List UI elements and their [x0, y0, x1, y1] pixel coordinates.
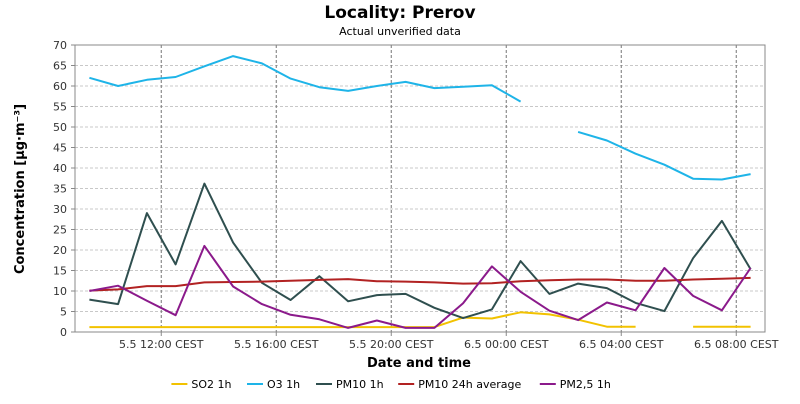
x-axis-label: Date and time — [367, 356, 471, 371]
series-line-so2-1h — [89, 311, 636, 329]
x-tick-label: 6.5 00:00 CEST — [464, 338, 549, 351]
legend: SO2 1h O3 1h PM10 1h PM10 24h average PM2,5 … — [171, 378, 611, 391]
y-tick-label: 20 — [53, 244, 67, 257]
series-line-o3-1h — [89, 55, 522, 103]
chart-title: Locality: Prerov — [324, 3, 475, 23]
series-line-o3-1h — [577, 130, 751, 181]
x-tick-label: 6.5 08:00 CEST — [694, 338, 779, 351]
x-tick-label: 6.5 04:00 CEST — [579, 338, 664, 351]
legend-label-so2-1h: SO2 1h — [191, 378, 231, 391]
series-pm2-5-1h — [89, 244, 752, 329]
y-tick-label: 70 — [53, 39, 67, 52]
legend-label-pm2-5-1h: PM2,5 1h — [560, 378, 611, 391]
plot-border — [74, 44, 766, 333]
series-o3-1h — [89, 55, 751, 181]
y-tick-label: 40 — [53, 162, 67, 175]
x-tick-label: 5.5 16:00 CEST — [234, 338, 319, 351]
x-tick-label: 5.5 20:00 CEST — [349, 338, 434, 351]
legend-label-pm10-24h-average: PM10 24h average — [418, 378, 521, 391]
x-tick-label: 5.5 12:00 CEST — [119, 338, 204, 351]
series-line-pm10-24h-average — [89, 276, 751, 292]
y-tick-label: 55 — [53, 101, 67, 114]
chart-subtitle: Actual unverified data — [339, 25, 461, 38]
series-line-pm2-5-1h — [89, 244, 752, 329]
plot-area: 0 5 10 15 20 25 30 35 40 45 50 55 60 65 70 5.5 12:00 CE… — [53, 39, 779, 351]
y-tick-label: 35 — [53, 183, 67, 196]
y-tick-label: 15 — [53, 265, 67, 278]
legend-label-pm10-1h: PM10 1h — [336, 378, 384, 391]
y-axis-label: Concentration [µg·m⁻³] — [13, 104, 28, 274]
y-tick-label: 10 — [53, 285, 67, 298]
y-tick-label: 65 — [53, 60, 67, 73]
series-so2-1h — [89, 311, 751, 329]
y-tick-label: 60 — [53, 80, 67, 93]
y-tick-label: 5 — [60, 306, 67, 319]
y-tick-label: 0 — [60, 326, 67, 339]
y-tick-label: 50 — [53, 121, 67, 134]
y-tick-label: 25 — [53, 224, 67, 237]
y-tick-label: 30 — [53, 203, 67, 216]
legend-label-o3-1h: O3 1h — [267, 378, 300, 391]
y-tick-label: 45 — [53, 142, 67, 155]
series-pm10-24h-average — [89, 276, 751, 292]
